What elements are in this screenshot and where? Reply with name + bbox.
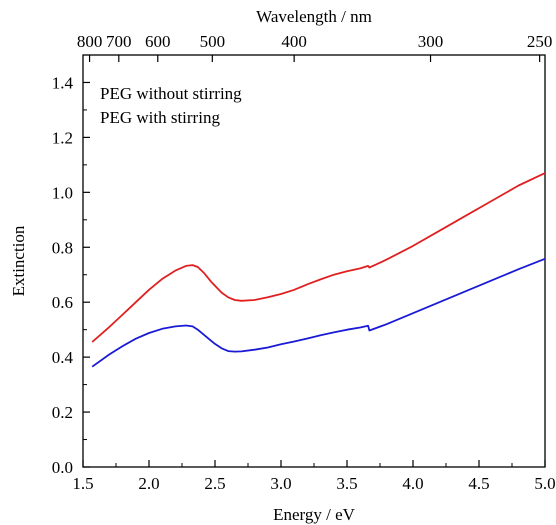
legend-entry-peg-with-stirring: PEG with stirring — [100, 108, 220, 127]
x-tick-label: 3.5 — [336, 474, 357, 493]
top-tick-label: 600 — [145, 32, 171, 51]
x-axis-title: Energy / eV — [273, 505, 356, 524]
x-tick-label: 5.0 — [534, 474, 555, 493]
x-axis-ticks: 1.5 2.0 2.5 3.0 3.5 4.0 4.5 5.0 — [72, 460, 556, 493]
legend-entry-peg-without-stirring: PEG without stirring — [100, 84, 242, 103]
y-tick-label: 1.2 — [52, 128, 73, 147]
top-tick-label: 250 — [527, 32, 553, 51]
series-lines — [91, 172, 546, 368]
x-tick-label: 1.5 — [72, 474, 93, 493]
y-tick-label: 0.0 — [52, 458, 73, 477]
top-tick-label: 700 — [106, 32, 132, 51]
top-tick-label: 400 — [281, 32, 307, 51]
top-tick-label: 300 — [418, 32, 444, 51]
y-axis-title: Extinction — [9, 225, 28, 296]
x-tick-label: 4.0 — [402, 474, 423, 493]
top-tick-label: 800 — [77, 32, 103, 51]
x-tick-label: 2.5 — [204, 474, 225, 493]
y-tick-label: 0.4 — [52, 348, 74, 367]
y-tick-label: 1.0 — [52, 183, 73, 202]
x-tick-label: 4.5 — [468, 474, 489, 493]
y-tick-label: 0.2 — [52, 403, 73, 422]
y-tick-label: 1.4 — [52, 73, 74, 92]
y-tick-label: 0.6 — [52, 293, 73, 312]
y-tick-label: 0.8 — [52, 238, 73, 257]
x-tick-label: 2.0 — [138, 474, 159, 493]
series-line-1 — [91, 257, 546, 368]
y-axis-ticks: 0.0 0.2 0.4 0.6 0.8 1.0 1.2 1.4 — [52, 54, 90, 477]
series-line-0 — [91, 172, 546, 343]
top-axis-ticks: 800 700 600 500 400 300 250 — [77, 32, 553, 62]
top-axis-title: Wavelength / nm — [256, 7, 372, 26]
top-tick-label: 500 — [200, 32, 226, 51]
x-tick-label: 3.0 — [270, 474, 291, 493]
